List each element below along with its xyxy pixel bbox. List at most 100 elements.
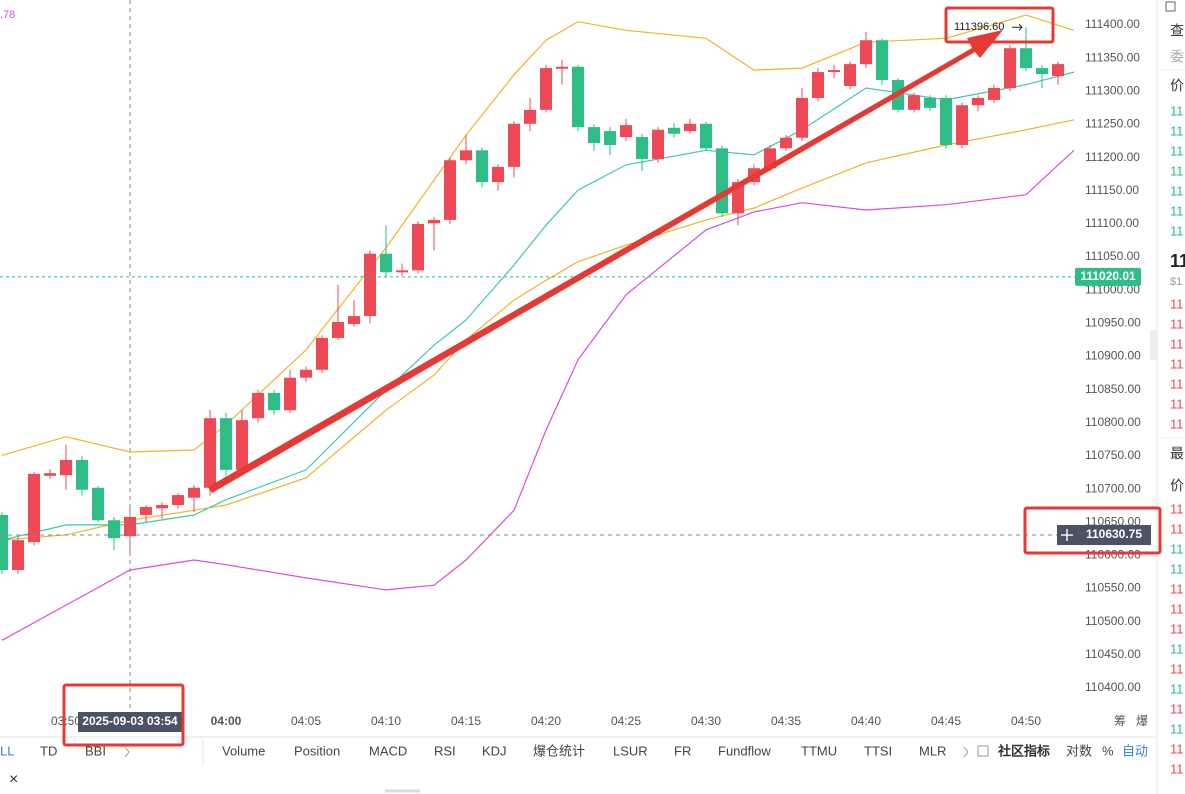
trade-price: 11 [1170, 561, 1184, 576]
ask-price: 11 [1170, 203, 1184, 218]
trade-price: 11 [1170, 721, 1184, 736]
sidebar-header: 价 [1170, 78, 1184, 94]
indicator-line [1, 14, 1075, 456]
trade-price: 11 [1170, 741, 1184, 756]
indicator-tab[interactable]: Position [294, 743, 340, 758]
y-tick-label: 110700.00 [1085, 481, 1141, 495]
candle-body [252, 392, 264, 419]
candle-body [540, 68, 552, 110]
indicator-tab[interactable]: Fundflow [718, 743, 771, 758]
candle-body [988, 87, 1000, 100]
indicator-tab[interactable]: TTMU [801, 743, 837, 758]
candle-body [604, 131, 616, 146]
candle-body [460, 150, 472, 161]
sidebar-last: 11 [1170, 251, 1185, 271]
candle-body [828, 70, 840, 73]
candle-body [188, 487, 200, 498]
indicator-tab[interactable]: BBI [85, 743, 106, 758]
indicator-line [1, 119, 1075, 541]
indicator-tab[interactable]: TD [40, 743, 57, 758]
candle-body [332, 322, 344, 338]
percent-toggle[interactable]: % [1102, 743, 1114, 758]
candle-body [1036, 68, 1048, 75]
trade-price: 11 [1170, 521, 1184, 536]
y-tick-label: 111150.00 [1085, 183, 1139, 197]
axis-side-label: 爆 [1136, 714, 1148, 728]
x-tick-label: 04:40 [851, 714, 881, 728]
x-tick-label: 04:05 [291, 714, 321, 728]
candle-body [428, 219, 440, 224]
x-tick-label: 04:50 [1011, 714, 1041, 728]
bid-price: 11 [1170, 336, 1184, 351]
candle-body [236, 420, 248, 470]
candle-body [396, 270, 408, 273]
candle-body [268, 392, 280, 411]
bid-price: 11 [1170, 356, 1184, 371]
collapse-handle[interactable] [1150, 330, 1157, 360]
last-price-box [1075, 267, 1141, 286]
bid-price: 11 [1170, 296, 1184, 311]
y-tick-label: 110500.00 [1085, 614, 1141, 628]
y-tick-label: 110900.00 [1085, 349, 1141, 363]
candle-body [300, 369, 312, 378]
candle-body [908, 95, 920, 110]
candle-body [780, 137, 792, 149]
candle-body [204, 418, 216, 488]
y-tick-label: 110550.00 [1085, 581, 1141, 595]
x-tick-label: 04:35 [771, 714, 801, 728]
y-tick-label: 110950.00 [1085, 316, 1141, 330]
candle-body [316, 337, 328, 370]
indicator-tab[interactable]: 爆仓统计 [533, 743, 585, 758]
candle-body [924, 97, 936, 108]
indicator-tab[interactable]: LSUR [613, 743, 648, 758]
candle-body [380, 253, 392, 273]
community-tab[interactable]: 社区指标 [997, 743, 1050, 758]
corner-icon [1165, 1, 1176, 12]
x-tick-label: 04:45 [931, 714, 961, 728]
log-toggle[interactable]: 对数 [1066, 743, 1092, 758]
candle-body [12, 540, 24, 570]
trade-price: 11 [1170, 681, 1184, 696]
y-tick-label: 110750.00 [1085, 448, 1141, 462]
sidebar-header: 价 [1170, 478, 1184, 494]
trade-price: 11 [1170, 541, 1184, 556]
highlight-box [62, 683, 185, 747]
indicator-tab[interactable]: TTSI [864, 743, 892, 758]
candle-body [812, 72, 824, 98]
sidebar-tab[interactable]: 委 [1170, 49, 1184, 65]
crosshair-x-box [78, 712, 182, 732]
y-tick-label: 111350.00 [1085, 50, 1140, 64]
bid-price: 11 [1170, 416, 1184, 431]
y-tick-label: 110850.00 [1085, 382, 1141, 396]
candle-body [1052, 64, 1064, 77]
indicator-tab[interactable]: MACD [369, 743, 407, 758]
indicator-tab[interactable]: RSI [434, 743, 456, 758]
candle-body [876, 40, 888, 81]
x-tick-label: 04:00 [211, 714, 242, 728]
y-tick-label: 111400.00 [1085, 17, 1140, 31]
indicator-tab[interactable]: Volume [222, 743, 265, 758]
bid-price: 11 [1170, 376, 1184, 391]
ask-price: 11 [1170, 223, 1184, 238]
ask-price: 11 [1170, 123, 1184, 138]
plus-icon [1061, 529, 1073, 542]
candle-body [588, 127, 600, 144]
trade-price: 11 [1170, 701, 1184, 716]
candle-body [652, 129, 664, 159]
indicator-tab[interactable]: LL [0, 743, 14, 758]
indicator-tab[interactable]: MLR [919, 743, 946, 758]
close-button[interactable]: × [9, 771, 18, 788]
candle-body [844, 64, 856, 86]
indicator-line [1, 149, 1075, 641]
indicator-tab[interactable]: KDJ [482, 743, 507, 758]
y-tick-label: 110400.00 [1085, 680, 1141, 694]
trade-price: 11 [1170, 661, 1184, 676]
y-tick-label: 111250.00 [1085, 117, 1140, 131]
auto-toggle[interactable]: 自动 [1122, 743, 1148, 758]
candle-body [140, 507, 152, 515]
axis-side-label: 筹 [1114, 714, 1126, 728]
sidebar-tab[interactable]: 查 [1170, 23, 1184, 39]
red-arrow [208, 30, 1003, 493]
candle-body [684, 123, 696, 132]
indicator-tab[interactable]: FR [674, 743, 691, 758]
